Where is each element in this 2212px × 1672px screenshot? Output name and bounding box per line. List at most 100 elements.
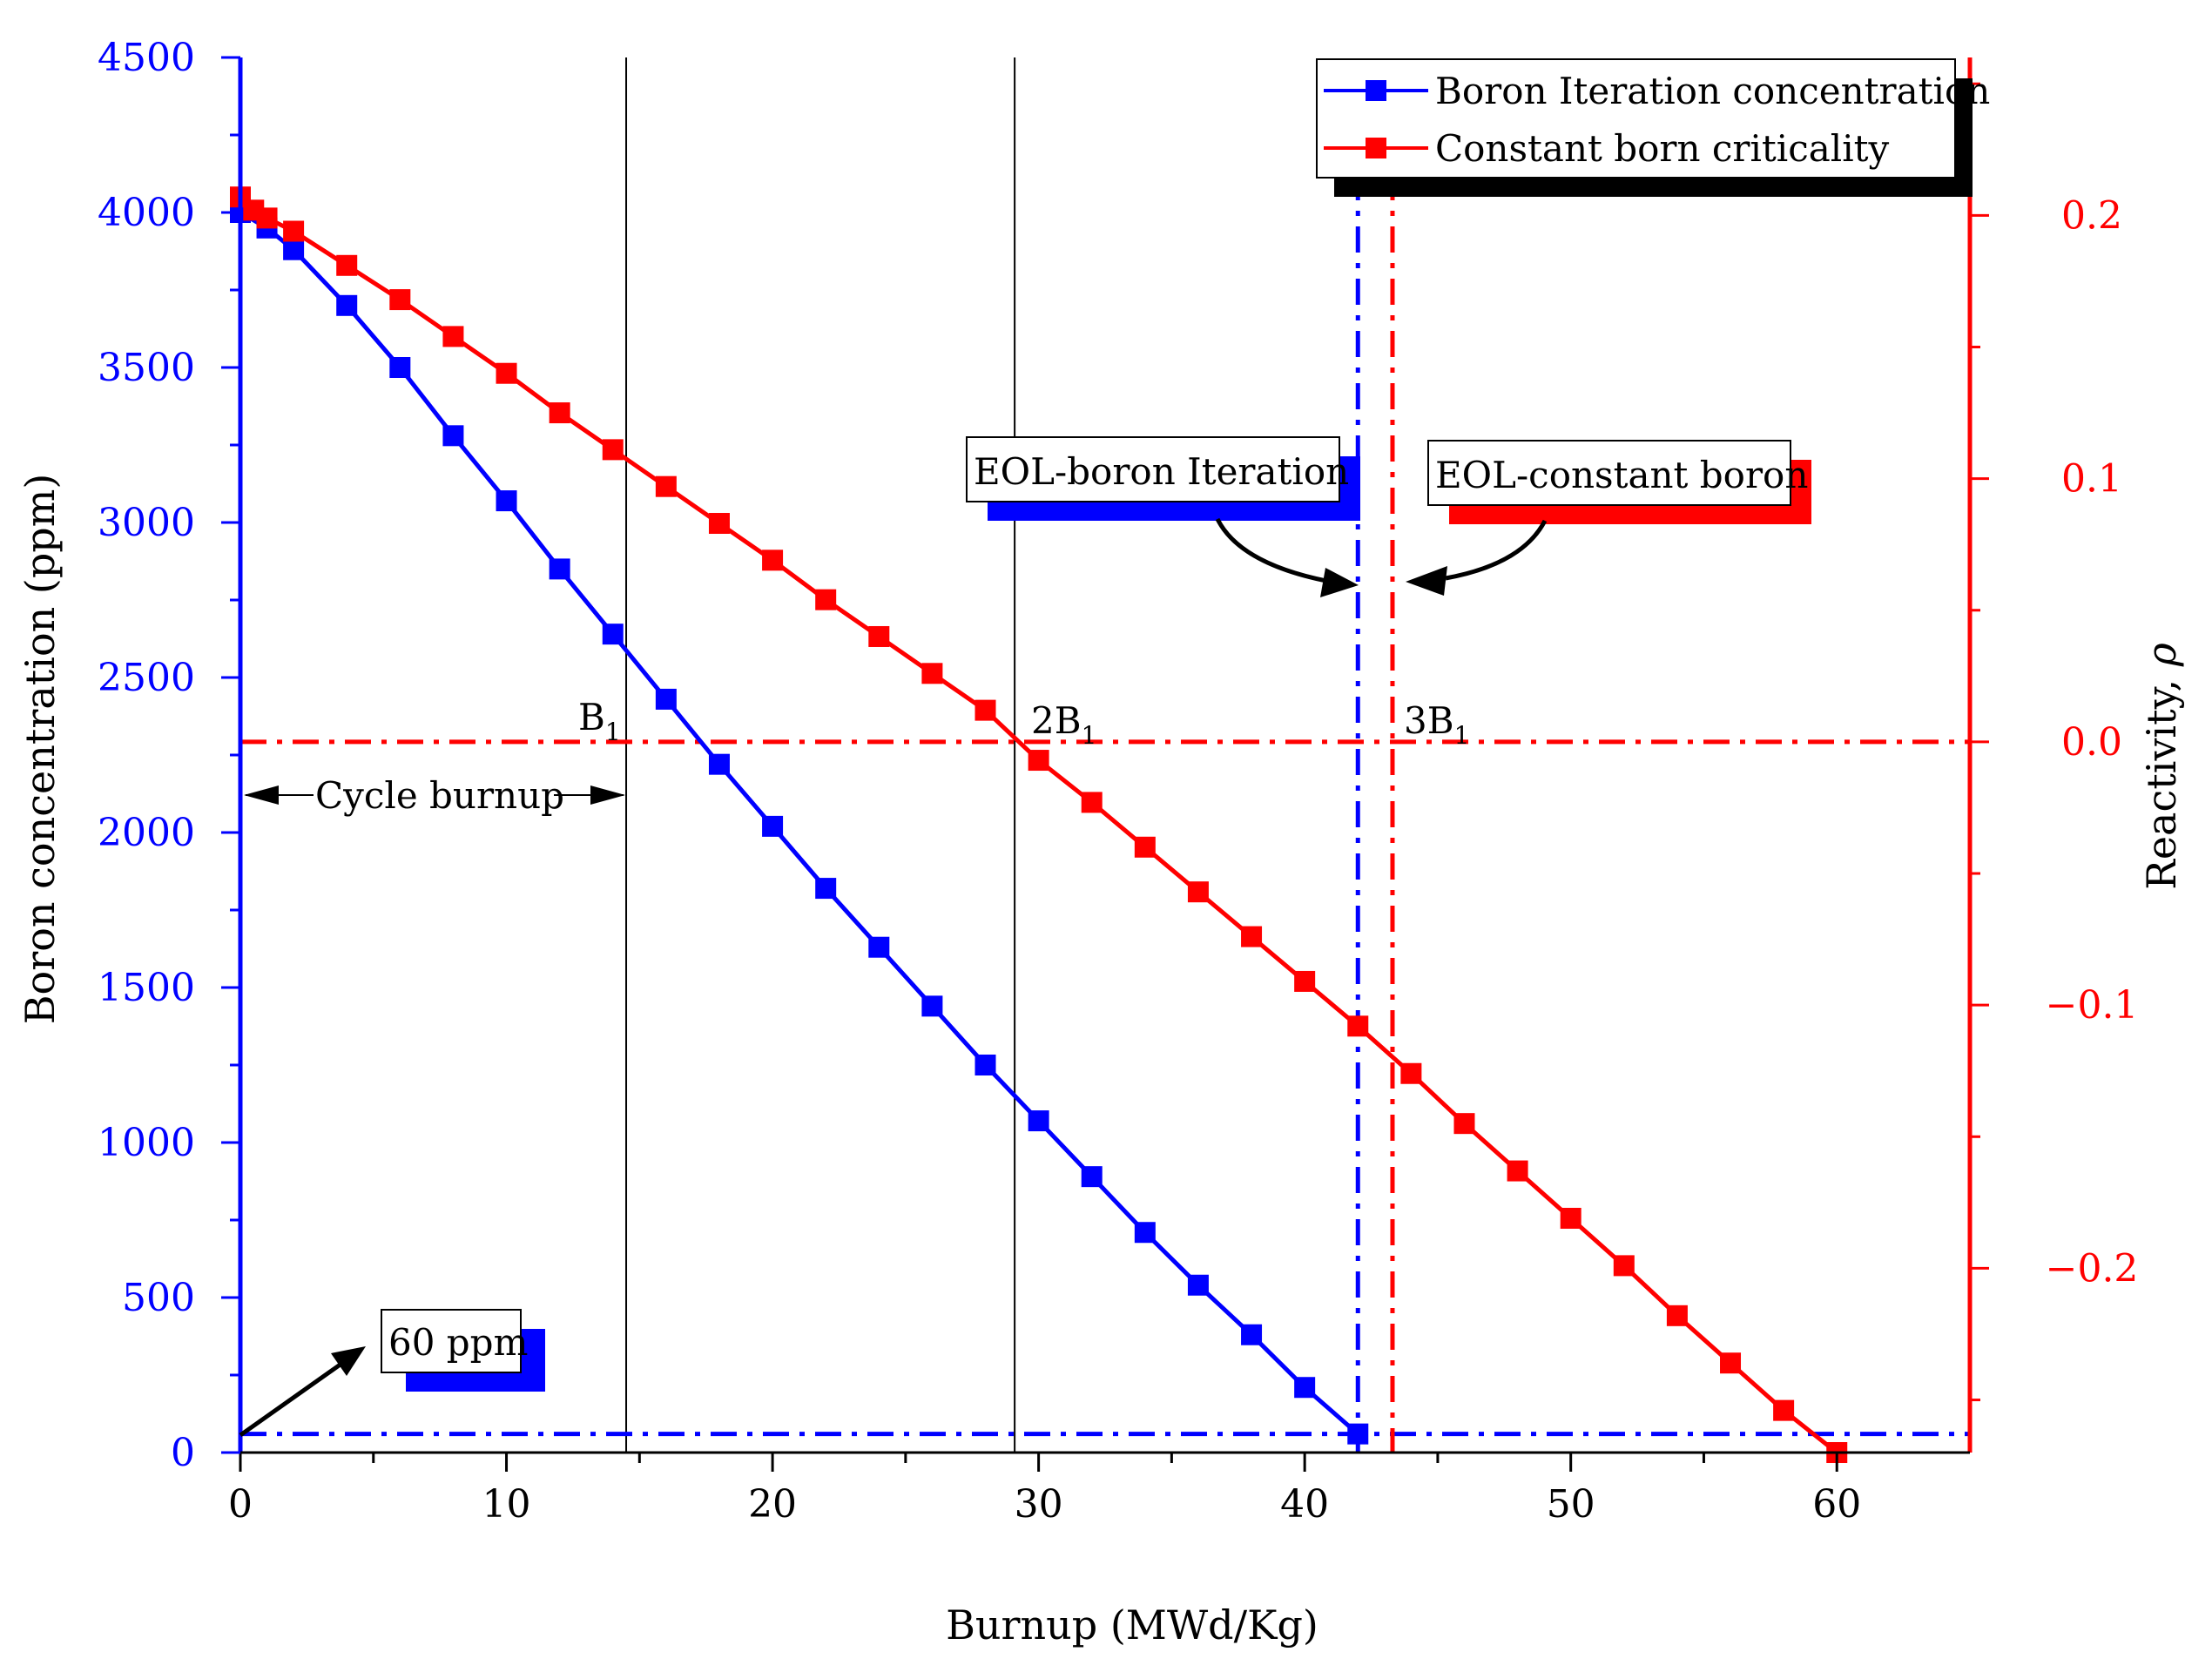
data-point-constant-boron: [1720, 1352, 1742, 1374]
x-tick-label: 50: [1547, 1482, 1595, 1527]
series-line-boron-iteration: [239, 210, 1359, 1436]
cycle-burnup-label: Cycle burnup: [315, 774, 564, 817]
b1-text: B: [578, 696, 605, 738]
data-point-constant-boron: [389, 289, 411, 311]
data-point-constant-boron: [1294, 970, 1316, 992]
y-right-tick-label: −0.1: [2046, 983, 2139, 1028]
eol-boron-iteration-box: [966, 436, 1340, 502]
annotations: B1 2B1 3B1 Cycle burnup EOL-boron Iterat…: [239, 436, 1811, 1438]
data-point-boron-iteration: [1081, 1166, 1103, 1188]
y-left-tick-label: 1500: [98, 966, 195, 1010]
data-point-constant-boron: [1187, 881, 1209, 903]
data-point-boron-iteration: [1241, 1324, 1263, 1345]
y-left-tick-label: 500: [122, 1276, 195, 1320]
data-point-constant-boron: [762, 549, 784, 571]
y-right-axis-title: Reactivity, ρ: [2138, 643, 2185, 890]
series-line-constant-boron: [239, 195, 1838, 1454]
data-point-boron-iteration: [602, 624, 624, 645]
y-left-tick-label: 3500: [98, 346, 195, 390]
data-point-constant-boron: [496, 362, 517, 384]
legend-marker-constant-boron: [1366, 138, 1386, 158]
y-left-tick-label: 2500: [98, 656, 195, 700]
axes: [238, 57, 1973, 1454]
data-point-constant-boron: [1507, 1160, 1528, 1182]
data-point-boron-iteration: [655, 688, 677, 710]
data-point-constant-boron: [256, 207, 278, 229]
y-left-tick-label: 2000: [98, 811, 195, 855]
data-point-boron-iteration: [336, 294, 358, 316]
data-point-boron-iteration: [708, 753, 730, 775]
data-point-constant-boron: [1028, 750, 1049, 772]
y-right-tick-label: 0.2: [2061, 193, 2122, 238]
data-point-boron-iteration: [1294, 1377, 1316, 1399]
legend-label-constant-boron: Constant born criticality: [1435, 127, 1890, 170]
data-point-boron-iteration: [496, 490, 517, 512]
eol-boron-iteration-label: EOL-boron Iteration: [974, 450, 1349, 493]
two-b1-subscript: 1: [1082, 721, 1097, 750]
data-point-constant-boron: [602, 439, 624, 461]
cycle-burnup-arrow-left-head: [244, 785, 279, 805]
legend: Boron Iteration concentration Constant b…: [1316, 58, 1990, 197]
y-right-axis-title-text: Reactivity,: [2138, 666, 2185, 890]
two-b1-label: 2B1: [1031, 699, 1096, 750]
data-point-boron-iteration: [1347, 1423, 1369, 1445]
x-tick-label: 30: [1015, 1482, 1063, 1527]
axis-ticks: 0 10 20 30 40 50 60 0 500 1000 1500 2000 2500 3000 350…: [98, 36, 2138, 1527]
data-point-constant-boron: [1773, 1399, 1795, 1421]
eol-constant-boron-arrow: [1445, 519, 1548, 581]
three-b1-label: 3B1: [1404, 699, 1469, 750]
data-point-constant-boron: [549, 402, 570, 424]
x-tick-label: 40: [1280, 1482, 1329, 1527]
y-right-tick-label: 0.1: [2061, 457, 2122, 502]
x-tick-label: 10: [482, 1482, 531, 1527]
data-point-constant-boron: [336, 254, 358, 276]
data-point-boron-iteration: [442, 425, 464, 447]
data-point-constant-boron: [1560, 1207, 1581, 1229]
ppm-60-arrowhead: [331, 1346, 366, 1376]
x-tick-label: 0: [228, 1482, 253, 1527]
rho-symbol: ρ: [2138, 643, 2185, 667]
data-point-boron-iteration: [1134, 1222, 1156, 1244]
data-point-boron-iteration: [283, 239, 305, 260]
data-point-constant-boron: [1081, 792, 1103, 813]
data-point-boron-iteration: [762, 815, 784, 837]
data-point-constant-boron: [815, 589, 837, 610]
cycle-burnup-arrow-right-head: [590, 785, 625, 805]
b1-label: B1: [578, 696, 621, 746]
legend-label-boron-iteration: Boron Iteration concentration: [1435, 70, 1990, 112]
b1-subscript: 1: [605, 718, 621, 746]
y-left-tick-label: 3000: [98, 501, 195, 545]
data-point-boron-iteration: [1187, 1274, 1209, 1296]
data-point-constant-boron: [1347, 1015, 1369, 1037]
data-point-constant-boron: [974, 699, 996, 721]
data-point-boron-iteration: [389, 357, 411, 378]
data-point-constant-boron: [708, 513, 730, 535]
ppm-60-arrow: [239, 1361, 343, 1438]
legend-box: [1316, 58, 1956, 179]
data-point-constant-boron: [442, 326, 464, 347]
y-right-tick-label: 0.0: [2061, 720, 2122, 765]
data-series: [230, 186, 1848, 1463]
y-left-axis-title: Boron concentration (ppm): [17, 474, 64, 1025]
data-point-constant-boron: [1613, 1255, 1635, 1277]
ppm-60-box: [381, 1309, 522, 1373]
x-tick-label: 60: [1812, 1482, 1861, 1527]
data-point-constant-boron: [1400, 1062, 1422, 1084]
two-b1-text: 2B: [1031, 699, 1082, 742]
three-b1-text: 3B: [1404, 699, 1454, 742]
cycle-burnup-label-bg: [314, 773, 554, 817]
y-left-tick-label: 4000: [98, 191, 195, 235]
data-point-boron-iteration: [921, 995, 943, 1017]
three-b1-subscript: 1: [1454, 721, 1470, 750]
data-point-constant-boron: [1241, 926, 1263, 947]
data-point-boron-iteration: [868, 936, 890, 958]
eol-constant-boron-arrowhead: [1406, 566, 1447, 596]
data-point-constant-boron: [921, 663, 943, 684]
y-left-tick-label: 1000: [98, 1121, 195, 1165]
ppm-60-label: 60 ppm: [388, 1321, 528, 1364]
eol-boron-iteration-arrow: [1215, 517, 1332, 584]
data-point-constant-boron: [283, 220, 305, 242]
y-left-tick-label: 0: [171, 1431, 195, 1475]
legend-marker-boron-iteration: [1366, 80, 1386, 101]
